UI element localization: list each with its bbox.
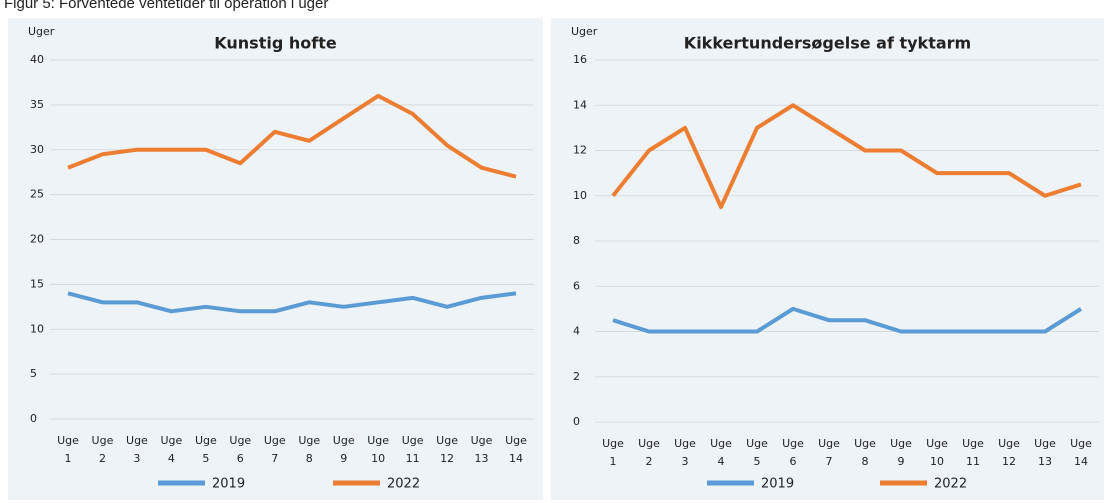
x-tick-label: Uge 4 — [160, 434, 182, 465]
data-line — [67, 93, 517, 179]
y-tick-label: 20 — [30, 233, 44, 246]
y-tick-label: 10 — [30, 322, 44, 335]
y-tick-label: 6 — [573, 279, 580, 292]
x-tick-label: Uge 8 — [854, 437, 876, 468]
y-tick-label: 4 — [573, 325, 580, 338]
data-line — [67, 291, 517, 314]
x-tick-label: Uge 13 — [1034, 437, 1056, 468]
x-tick-label: Uge 14 — [1070, 437, 1092, 468]
y-tick-label: 2 — [573, 370, 580, 383]
y-tick-label: 0 — [573, 415, 580, 428]
y-tick-label: 14 — [573, 98, 587, 111]
x-tick-label: Uge 11 — [402, 434, 424, 465]
x-tick-label: Uge 12 — [436, 434, 458, 465]
figure-title: Figur 5: Forventede ventetider til opera… — [4, 0, 328, 12]
x-tick-label: Uge 3 — [674, 437, 696, 468]
x-tick-label: Uge 2 — [638, 437, 660, 468]
legend-label: 2019 — [761, 477, 794, 492]
x-tick-label: Uge 14 — [505, 434, 527, 465]
legend-label: 2022 — [934, 477, 967, 492]
y-tick-label: 25 — [30, 188, 44, 201]
y-tick-label: 35 — [30, 98, 44, 111]
x-tick-label: Uge 1 — [602, 437, 624, 468]
chart-background — [551, 18, 1104, 500]
x-tick-label: Uge 4 — [710, 437, 732, 468]
x-tick-label: Uge 2 — [92, 434, 114, 465]
x-tick-label: Uge 11 — [962, 437, 984, 468]
y-tick-label: 16 — [573, 53, 587, 66]
x-tick-label: Uge 7 — [818, 437, 840, 468]
data-line — [612, 306, 1083, 334]
x-tick-label: Uge 10 — [367, 434, 389, 465]
x-tick-label: Uge 7 — [264, 434, 286, 465]
y-axis-label: Uger — [571, 25, 598, 38]
x-tick-label: Uge 12 — [998, 437, 1020, 468]
y-tick-label: 15 — [30, 277, 44, 290]
y-tick-label: 0 — [30, 412, 37, 425]
legend-label: 2019 — [212, 477, 245, 492]
legend-label: 2022 — [387, 477, 420, 492]
y-tick-label: 12 — [573, 144, 587, 157]
x-tick-label: Uge 9 — [890, 437, 912, 468]
x-tick-label: Uge 9 — [333, 434, 355, 465]
x-tick-label: Uge 6 — [229, 434, 251, 465]
y-axis-label: Uger — [28, 25, 55, 38]
y-tick-label: 30 — [30, 143, 44, 156]
x-tick-label: Uge 10 — [926, 437, 948, 468]
chart-title: Kunstig hofte — [214, 34, 337, 53]
x-tick-label: Uge 5 — [195, 434, 217, 465]
y-tick-label: 10 — [573, 189, 587, 202]
chart-title: Kikkertundersøgelse af tyktarm — [684, 34, 971, 53]
x-tick-label: Uge 6 — [782, 437, 804, 468]
data-line — [611, 103, 1082, 210]
y-tick-label: 5 — [30, 367, 37, 380]
x-tick-label: Uge 13 — [471, 434, 493, 465]
x-tick-label: Uge 8 — [298, 434, 320, 465]
x-tick-label: Uge 1 — [57, 434, 79, 465]
y-tick-label: 40 — [30, 53, 44, 66]
y-tick-label: 8 — [573, 234, 580, 247]
chart-background — [8, 18, 543, 500]
x-tick-label: Uge 5 — [746, 437, 768, 468]
x-tick-label: Uge 3 — [126, 434, 148, 465]
